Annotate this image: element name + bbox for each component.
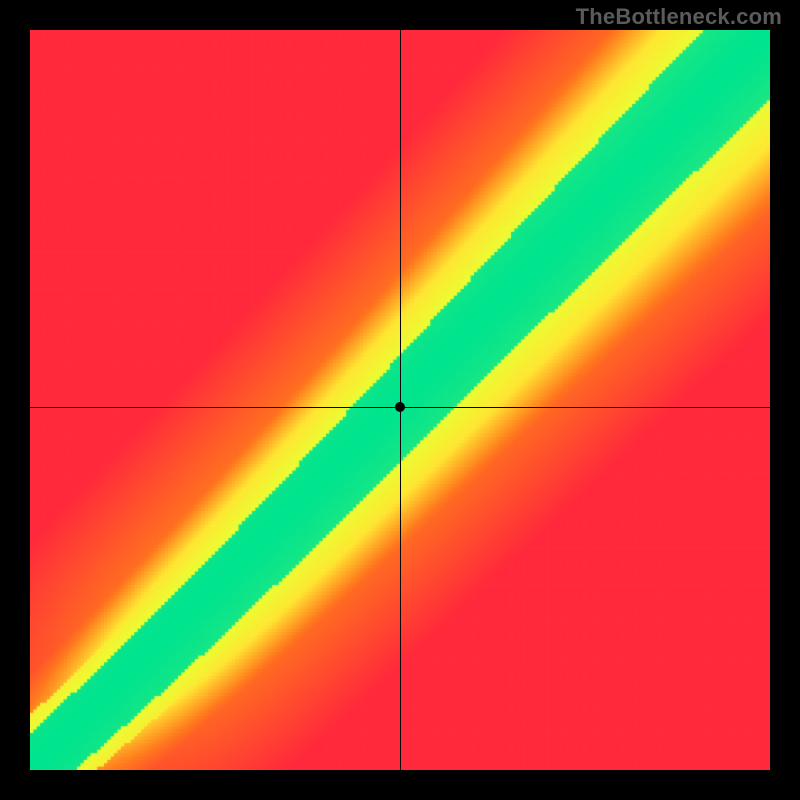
chart-container: TheBottleneck.com — [0, 0, 800, 800]
crosshair-marker — [395, 402, 405, 412]
watermark-label: TheBottleneck.com — [576, 4, 782, 30]
crosshair-vertical — [400, 30, 401, 770]
